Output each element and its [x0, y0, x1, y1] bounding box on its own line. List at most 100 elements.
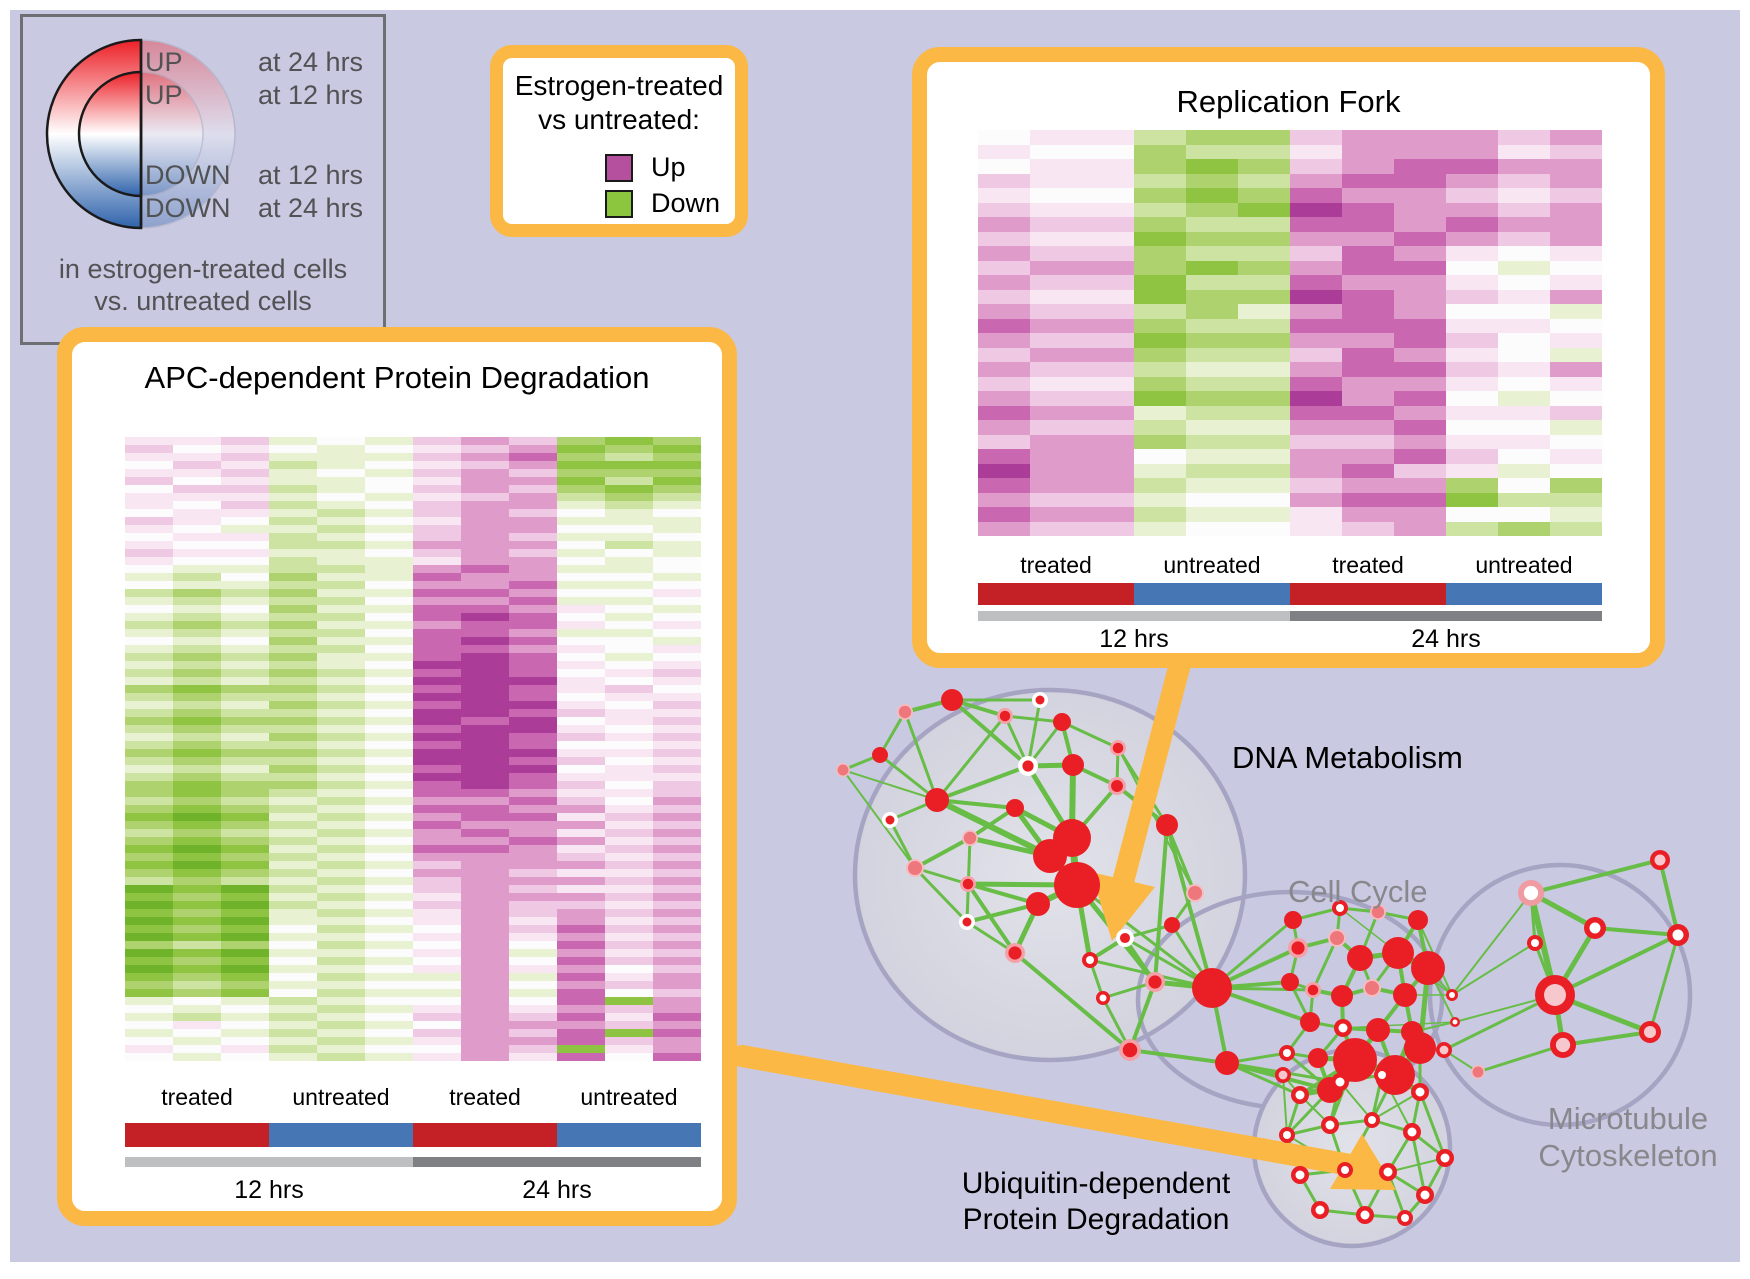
network-node-core — [1099, 994, 1107, 1002]
heatmap-cell — [221, 565, 269, 573]
heatmap-cell — [269, 485, 317, 493]
heatmap-cell — [605, 797, 653, 805]
heatmap-cell — [653, 621, 701, 629]
heatmap-cell — [509, 725, 557, 733]
heatmap-cell — [1134, 391, 1186, 406]
heatmap-cell — [221, 637, 269, 645]
heatmap-cell — [125, 677, 173, 685]
heatmap-cell — [1186, 188, 1238, 203]
heatmap-cell — [125, 501, 173, 509]
heatmap-cell — [605, 533, 653, 541]
heatmap-cell — [978, 434, 1030, 449]
heatmap-cell — [173, 733, 221, 741]
heatmap-cell — [1290, 376, 1342, 391]
heatmap-cell — [1134, 130, 1186, 145]
heatmap-cell — [461, 845, 509, 853]
heatmap-cell — [1550, 492, 1602, 507]
heatmap-cell — [557, 661, 605, 669]
heatmap-cell — [1030, 362, 1082, 377]
heatmap-cell — [125, 773, 173, 781]
heatmap-cell — [1030, 478, 1082, 493]
heatmap-cell — [557, 501, 605, 509]
heatmap-cell — [317, 757, 365, 765]
heatmap-cell — [653, 1053, 701, 1061]
network-node-core — [1122, 1042, 1138, 1058]
heatmap-cell — [365, 869, 413, 877]
heatmap-cell — [173, 933, 221, 941]
heatmap-cell — [653, 709, 701, 717]
heatmap-cell — [1498, 144, 1550, 159]
heatmap-cell — [1290, 275, 1342, 290]
network-edge — [1418, 1090, 1447, 1160]
heatmap-cell — [557, 1037, 605, 1045]
heatmap-cell — [413, 525, 461, 533]
heatmap-cell — [461, 565, 509, 573]
heatmap-cell — [461, 725, 509, 733]
heatmap-cell — [605, 501, 653, 509]
network-node — [872, 747, 888, 763]
heatmap-cell — [1498, 173, 1550, 188]
heatmap-cell — [221, 933, 269, 941]
heatmap-cell — [509, 1037, 557, 1045]
heatmap-cell — [461, 853, 509, 861]
replication-time-labels: 12 hrs 24 hrs — [978, 625, 1602, 654]
network-edge — [1371, 1091, 1421, 1121]
heatmap-cell — [1186, 463, 1238, 478]
heatmap-cell — [461, 469, 509, 477]
heatmap-cell — [461, 1053, 509, 1061]
heatmap-cell — [1394, 478, 1446, 493]
heatmap-cell — [413, 565, 461, 573]
heatmap-cell — [461, 973, 509, 981]
heatmap-cell — [1394, 275, 1446, 290]
time-bar-segment — [125, 1157, 413, 1167]
network-node-core — [1283, 1049, 1291, 1057]
heatmap-cell — [317, 653, 365, 661]
heatmap-cell — [461, 717, 509, 725]
heatmap-cell — [125, 581, 173, 589]
heatmap-cell — [461, 677, 509, 685]
heatmap-cell — [1238, 347, 1290, 362]
heatmap-cell — [365, 1005, 413, 1013]
heatmap-cell — [653, 845, 701, 853]
heatmap-cell — [1186, 246, 1238, 261]
heatmap-cell — [269, 637, 317, 645]
heatmap-cell — [1550, 173, 1602, 188]
heatmap-cell — [1550, 521, 1602, 536]
heatmap-cell — [221, 685, 269, 693]
heatmap-cell — [509, 573, 557, 581]
heatmap-cell — [1134, 507, 1186, 522]
heatmap-cell — [557, 549, 605, 557]
heatmap-cell — [365, 525, 413, 533]
heatmap-cell — [605, 701, 653, 709]
network-node-core — [1555, 1037, 1571, 1053]
heatmap-cell — [653, 525, 701, 533]
heatmap-cell — [173, 813, 221, 821]
heatmap-cell — [413, 629, 461, 637]
heatmap-cell — [1186, 275, 1238, 290]
heatmap-cell — [173, 901, 221, 909]
heatmap-cell — [413, 1037, 461, 1045]
heatmap-cell — [1342, 463, 1394, 478]
heatmap-cell — [221, 861, 269, 869]
heatmap-cell — [1498, 318, 1550, 333]
heatmap-cell — [978, 144, 1030, 159]
heatmap-cell — [1498, 304, 1550, 319]
heatmap-cell — [461, 1013, 509, 1021]
heatmap-cell — [1394, 246, 1446, 261]
heatmap-cell — [173, 797, 221, 805]
network-edge — [888, 818, 917, 870]
heatmap-cell — [1082, 144, 1134, 159]
heatmap-cell — [509, 485, 557, 493]
network-node-core — [1278, 1070, 1288, 1080]
heatmap-cell — [1082, 173, 1134, 188]
heatmap-cell — [557, 949, 605, 957]
network-node-core — [1378, 1071, 1386, 1079]
heatmap-cell — [365, 909, 413, 917]
heatmap-cell — [1342, 333, 1394, 348]
heatmap-cell — [365, 597, 413, 605]
heatmap-cell — [413, 573, 461, 581]
heatmap-cell — [173, 973, 221, 981]
heatmap-cell — [125, 1013, 173, 1021]
heatmap-cell — [1342, 304, 1394, 319]
heatmap-cell — [365, 445, 413, 453]
